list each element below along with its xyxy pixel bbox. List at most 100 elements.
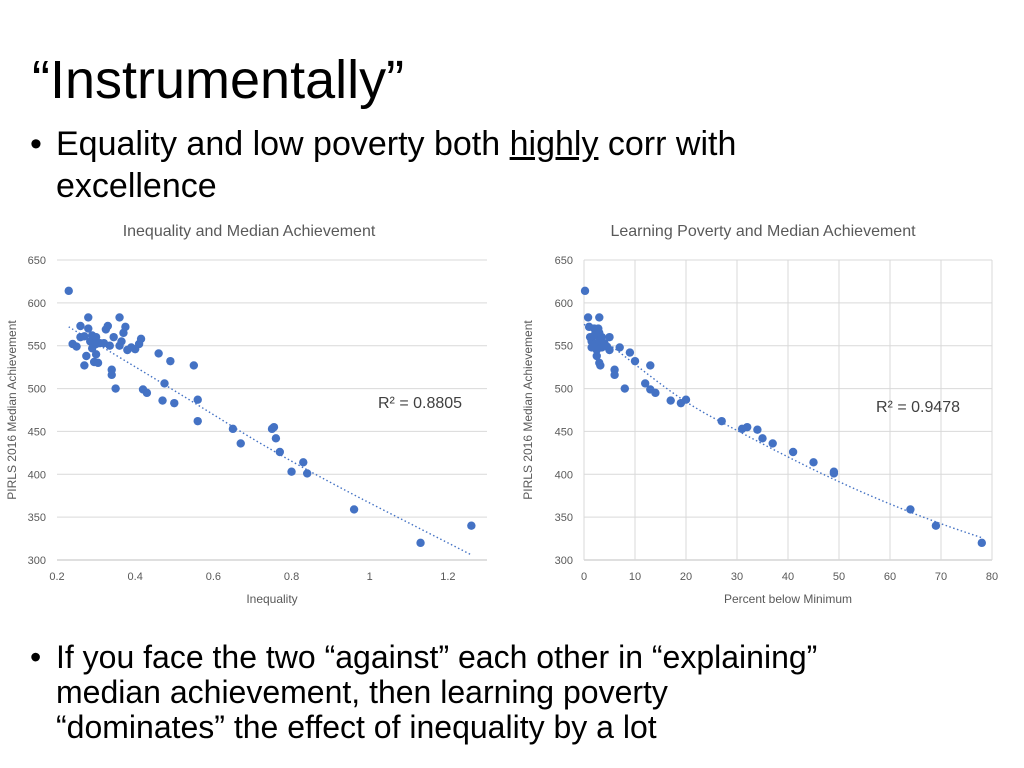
data-point <box>109 332 118 342</box>
data-point <box>610 370 619 380</box>
chart-title: Inequality and Median Achievement <box>123 223 376 240</box>
data-point <box>76 321 85 331</box>
data-point <box>416 538 425 548</box>
data-point <box>269 422 279 432</box>
x-axis-label: Percent below Minimum <box>724 592 852 606</box>
data-point <box>107 370 116 380</box>
data-point <box>788 447 798 457</box>
data-point <box>117 337 126 346</box>
chart-title: Learning Poverty and Median Achievement <box>610 223 916 240</box>
data-point <box>136 334 146 344</box>
data-point <box>121 322 130 332</box>
data-point <box>977 538 986 548</box>
data-point <box>166 356 175 366</box>
data-point <box>592 351 601 361</box>
bullet-text-line2: excellence <box>56 167 217 205</box>
r-squared-label: R² = 0.8805 <box>378 395 462 412</box>
learning-poverty-scatter-chart: Learning Poverty and Median Achievement 3… <box>521 223 998 606</box>
data-point <box>809 458 818 467</box>
y-tick-label: 500 <box>28 384 46 396</box>
data-point <box>906 505 915 514</box>
data-point <box>467 521 476 530</box>
data-point <box>84 324 93 333</box>
data-point <box>666 396 675 405</box>
x-tick-label: 70 <box>935 571 947 583</box>
bullet-line-3: “dominates” the effect of inequality by … <box>56 709 657 745</box>
inequality-scatter-chart: Inequality and Median Achievement 300 350 4… <box>5 223 487 606</box>
data-point <box>349 505 359 514</box>
data-point <box>103 321 113 331</box>
bullet-dot: • <box>30 639 42 675</box>
data-point <box>84 313 93 322</box>
y-tick-label: 500 <box>555 384 573 396</box>
y-tick-label: 600 <box>28 298 46 310</box>
data-point <box>228 424 238 434</box>
data-point <box>583 313 593 322</box>
trendline <box>68 326 472 556</box>
data-point <box>651 388 660 398</box>
y-tick-label: 350 <box>555 512 573 524</box>
slide-title: “Instrumentally” <box>32 50 405 110</box>
data-point <box>170 398 179 408</box>
y-tick-label: 450 <box>28 426 46 438</box>
data-point <box>768 439 777 448</box>
data-point <box>717 416 726 426</box>
data-point <box>605 345 614 355</box>
data-point <box>115 313 124 322</box>
x-tick-label: 0.4 <box>128 571 143 583</box>
data-point <box>829 469 839 478</box>
bullet-text-post: corr with <box>598 125 737 163</box>
y-tick-label: 350 <box>28 512 46 524</box>
x-tick-label: 0 <box>581 571 587 583</box>
bullet-text: Equality and low poverty both highly cor… <box>56 124 736 164</box>
data-point <box>596 361 605 370</box>
y-tick-label: 450 <box>555 426 573 438</box>
data-point <box>142 388 152 398</box>
x-tick-label: 50 <box>833 571 845 583</box>
bullet-dot: • <box>30 125 42 163</box>
y-tick-label: 400 <box>555 469 573 481</box>
r-squared-label: R² = 0.9478 <box>876 399 960 416</box>
x-tick-label: 80 <box>986 571 998 583</box>
y-tick-label: 550 <box>28 341 46 353</box>
x-tick-label: 40 <box>782 571 794 583</box>
y-tick-label: 550 <box>555 341 573 353</box>
data-point <box>82 351 91 361</box>
data-point <box>931 521 941 530</box>
data-point <box>605 332 614 342</box>
data-point <box>630 356 640 366</box>
x-tick-label: 0.8 <box>284 571 299 583</box>
bullet-text-pre: Equality and low poverty both <box>56 125 510 163</box>
y-tick-label: 300 <box>28 555 46 567</box>
x-tick-label: 1 <box>367 571 373 583</box>
data-point <box>93 358 103 368</box>
data-point <box>302 469 312 478</box>
data-point <box>189 361 199 370</box>
trendline <box>583 323 983 539</box>
data-point <box>275 447 285 457</box>
y-tick-label: 400 <box>28 469 46 481</box>
x-tick-label: 1.2 <box>440 571 455 583</box>
data-point <box>193 395 202 404</box>
data-point <box>91 332 101 342</box>
y-tick-label: 600 <box>555 298 573 310</box>
data-point <box>111 384 120 393</box>
y-tick-label: 650 <box>555 255 573 267</box>
x-tick-label: 60 <box>884 571 896 583</box>
data-point <box>758 434 767 443</box>
data-point <box>80 361 89 370</box>
data-point <box>271 434 281 443</box>
data-point <box>615 343 624 352</box>
data-point <box>64 286 73 296</box>
data-point <box>80 332 89 341</box>
y-tick-label: 650 <box>28 255 46 267</box>
data-point <box>193 416 202 426</box>
data-point <box>595 313 604 322</box>
x-tick-label: 10 <box>629 571 641 583</box>
data-point <box>620 384 629 393</box>
data-point <box>160 379 169 388</box>
data-point <box>743 422 752 432</box>
data-point <box>646 361 655 370</box>
data-point <box>105 341 114 350</box>
data-point <box>753 425 762 434</box>
